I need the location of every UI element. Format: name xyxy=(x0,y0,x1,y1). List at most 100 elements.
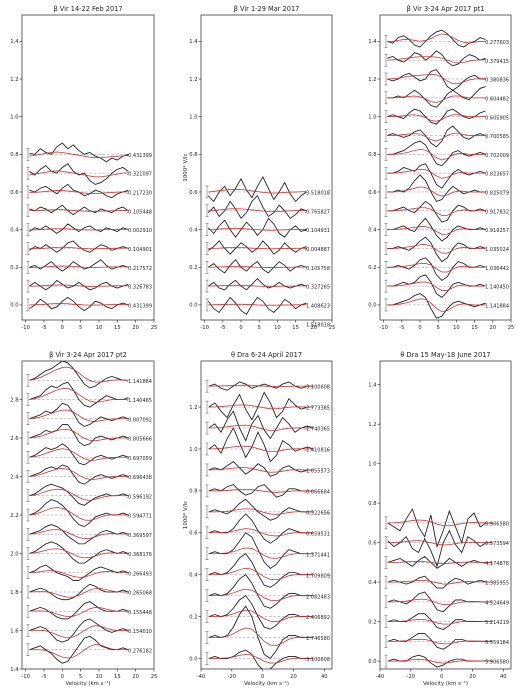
phase-label: -1.140465 xyxy=(126,398,152,404)
phase-label: -1.740365 xyxy=(304,427,330,433)
model-profile xyxy=(208,266,307,269)
profile-3 xyxy=(384,555,493,569)
observed-profile xyxy=(29,583,129,601)
x-tick-label: 0 xyxy=(61,674,64,680)
x-tick-label: -40 xyxy=(376,674,384,680)
y-tick-label: 1.4 xyxy=(189,39,198,45)
phase-label: -5.906580 xyxy=(483,521,509,527)
model-profile xyxy=(387,262,486,273)
x-tick-label: 25 xyxy=(329,325,336,331)
x-tick-label: -10 xyxy=(200,325,208,331)
observed-profile xyxy=(29,223,129,234)
observed-profile xyxy=(29,183,129,199)
phase-label: 0.700585 xyxy=(485,134,509,140)
y-tick-label: 2.6 xyxy=(10,436,18,442)
profile-2 xyxy=(205,391,314,421)
y-tick-label: 2.2 xyxy=(10,513,18,519)
x-tick-label: 15 xyxy=(292,325,299,331)
phase-label: 4.524649 xyxy=(485,600,509,606)
model-profile xyxy=(387,540,493,546)
phase-label: 5.906580 xyxy=(485,660,509,666)
model-profile xyxy=(387,73,486,85)
y-tick-label: 1.2 xyxy=(368,77,376,83)
model-profile xyxy=(29,303,129,306)
y-tick-label: 1.4 xyxy=(10,667,19,673)
phase-label: -0.266493 xyxy=(126,571,152,577)
profile-13 xyxy=(205,605,314,660)
profile-6 xyxy=(384,613,493,630)
profile-4 xyxy=(205,427,314,463)
profile-12 xyxy=(384,236,486,263)
x-tick-label: 25 xyxy=(151,674,158,680)
profile-1 xyxy=(205,176,307,203)
phase-label: 2.082483 xyxy=(306,594,330,600)
model-profile xyxy=(208,303,307,306)
y-tick-label: 0.8 xyxy=(189,489,197,495)
profile-5 xyxy=(26,223,129,236)
phase-label: 0.919257 xyxy=(485,228,509,234)
phase-label: 0.276182 xyxy=(128,648,152,654)
y-tick-label: 2.8 xyxy=(10,397,18,403)
model-profile xyxy=(387,169,486,179)
profile-9 xyxy=(26,296,129,312)
panel-2: β Vir 1-29 Mar 2017 -10 -5 0 5 10 15 20 25 0.0 0.2… xyxy=(183,5,335,331)
plot-area xyxy=(26,361,129,664)
phase-label: -3.100608 xyxy=(304,385,330,391)
x-tick-label: -5 xyxy=(220,325,225,331)
phase-label: 2.746580 xyxy=(306,636,330,642)
y-tick-label: 1.0 xyxy=(189,447,197,453)
phase-label: 1.141884 xyxy=(485,304,509,310)
model-profile xyxy=(387,658,493,664)
profile-3 xyxy=(26,183,129,199)
y-tick-label: 1.0 xyxy=(368,114,376,120)
y-tick-label: 1.2 xyxy=(10,77,18,83)
profile-12 xyxy=(26,583,129,601)
profile-8 xyxy=(205,513,314,544)
profile-14 xyxy=(26,618,129,643)
profile-7 xyxy=(26,259,129,274)
observed-profile xyxy=(29,142,129,163)
model-profile xyxy=(208,384,314,388)
observed-profile xyxy=(387,174,486,202)
y-tick-label: 2.0 xyxy=(10,551,18,557)
y-tick-label: 0.0 xyxy=(368,659,376,665)
profile-11 xyxy=(384,217,486,242)
profile-3 xyxy=(384,69,486,91)
profile-9 xyxy=(205,532,314,569)
phase-label: -0.697059 xyxy=(126,456,152,462)
model-profile xyxy=(208,208,307,212)
panel-title: θ Dra 15 May-18 June 2017 xyxy=(400,351,490,359)
profile-5 xyxy=(205,461,314,477)
phase-label: -0.154010 xyxy=(126,629,152,635)
phase-label: -0.805666 xyxy=(126,437,152,443)
model-profile xyxy=(29,570,129,578)
observed-profile xyxy=(29,464,129,485)
phase-label: 0.104901 xyxy=(128,247,152,253)
observed-profile xyxy=(208,498,314,521)
profile-4 xyxy=(384,86,486,108)
profile-5 xyxy=(384,591,493,613)
phase-label: -0.431399 xyxy=(126,153,152,159)
observed-profile xyxy=(207,195,307,220)
observed-profile xyxy=(208,532,314,569)
x-axis-label: Velocity (km s⁻¹) xyxy=(423,680,468,687)
observed-profile xyxy=(29,259,129,272)
profile-1 xyxy=(26,361,129,389)
observed-profile xyxy=(387,140,486,167)
phase-label: -0.265068 xyxy=(126,591,152,597)
phase-label: -2.773385 xyxy=(304,406,330,412)
observed-profile xyxy=(29,163,129,185)
y-tick-label: 0.2 xyxy=(10,265,18,271)
model-profile xyxy=(208,467,314,473)
profile-8 xyxy=(26,279,129,293)
axes-frame xyxy=(21,14,155,321)
model-profile xyxy=(208,445,314,452)
profile-8 xyxy=(26,499,129,528)
x-tick-label: -10 xyxy=(21,674,29,680)
phase-label: -1.055573 xyxy=(304,469,330,475)
profile-4 xyxy=(205,240,307,255)
panel-title: θ Dra 6-24 April 2017 xyxy=(231,351,302,359)
phase-label: 1.140450 xyxy=(485,285,509,291)
observed-profile xyxy=(29,402,129,427)
profile-10 xyxy=(205,553,314,588)
